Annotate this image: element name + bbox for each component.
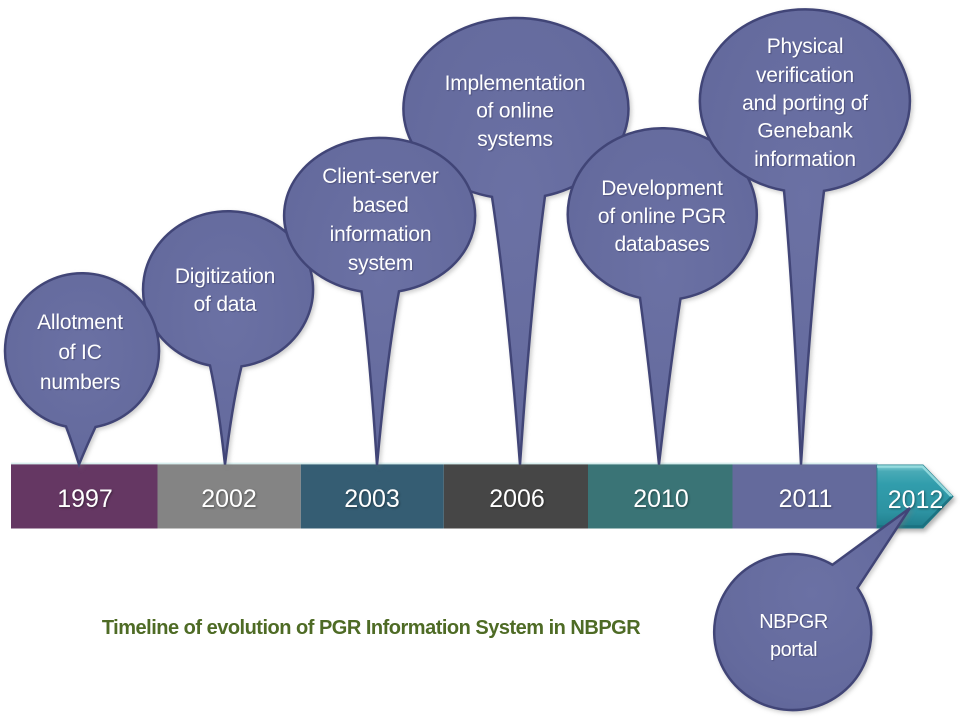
svg-text:2003: 2003 bbox=[344, 485, 400, 513]
svg-text:and porting of: and porting of bbox=[742, 92, 868, 115]
svg-text:numbers: numbers bbox=[40, 371, 120, 394]
svg-text:Implementation: Implementation bbox=[445, 72, 586, 95]
svg-text:of online PGR: of online PGR bbox=[598, 205, 726, 228]
svg-text:portal: portal bbox=[770, 639, 817, 661]
svg-text:2002: 2002 bbox=[201, 485, 257, 513]
svg-text:verification: verification bbox=[756, 64, 854, 87]
svg-text:1997: 1997 bbox=[57, 485, 113, 513]
svg-text:NBPGR: NBPGR bbox=[759, 611, 828, 633]
svg-text:based: based bbox=[352, 194, 408, 217]
svg-text:Allotment: Allotment bbox=[37, 311, 123, 334]
svg-text:2006: 2006 bbox=[489, 485, 545, 513]
svg-text:systems: systems bbox=[477, 128, 553, 151]
svg-text:of IC: of IC bbox=[58, 341, 101, 364]
svg-text:information: information bbox=[330, 223, 432, 246]
svg-text:information: information bbox=[754, 148, 856, 171]
svg-text:Timeline of evolution of PGR I: Timeline of evolution of PGR Information… bbox=[102, 617, 641, 639]
svg-text:Genebank: Genebank bbox=[757, 120, 853, 143]
svg-text:databases: databases bbox=[614, 233, 709, 256]
svg-text:2011: 2011 bbox=[779, 485, 833, 513]
svg-text:2012: 2012 bbox=[888, 486, 944, 514]
svg-text:system: system bbox=[348, 252, 413, 275]
svg-text:of data: of data bbox=[194, 293, 257, 316]
svg-text:2010: 2010 bbox=[633, 485, 689, 513]
svg-text:Digitization: Digitization bbox=[175, 265, 275, 288]
svg-text:Development: Development bbox=[601, 177, 723, 200]
svg-text:of online: of online bbox=[476, 100, 554, 123]
svg-text:Client-server: Client-server bbox=[322, 165, 439, 188]
svg-text:Physical: Physical bbox=[767, 35, 844, 58]
